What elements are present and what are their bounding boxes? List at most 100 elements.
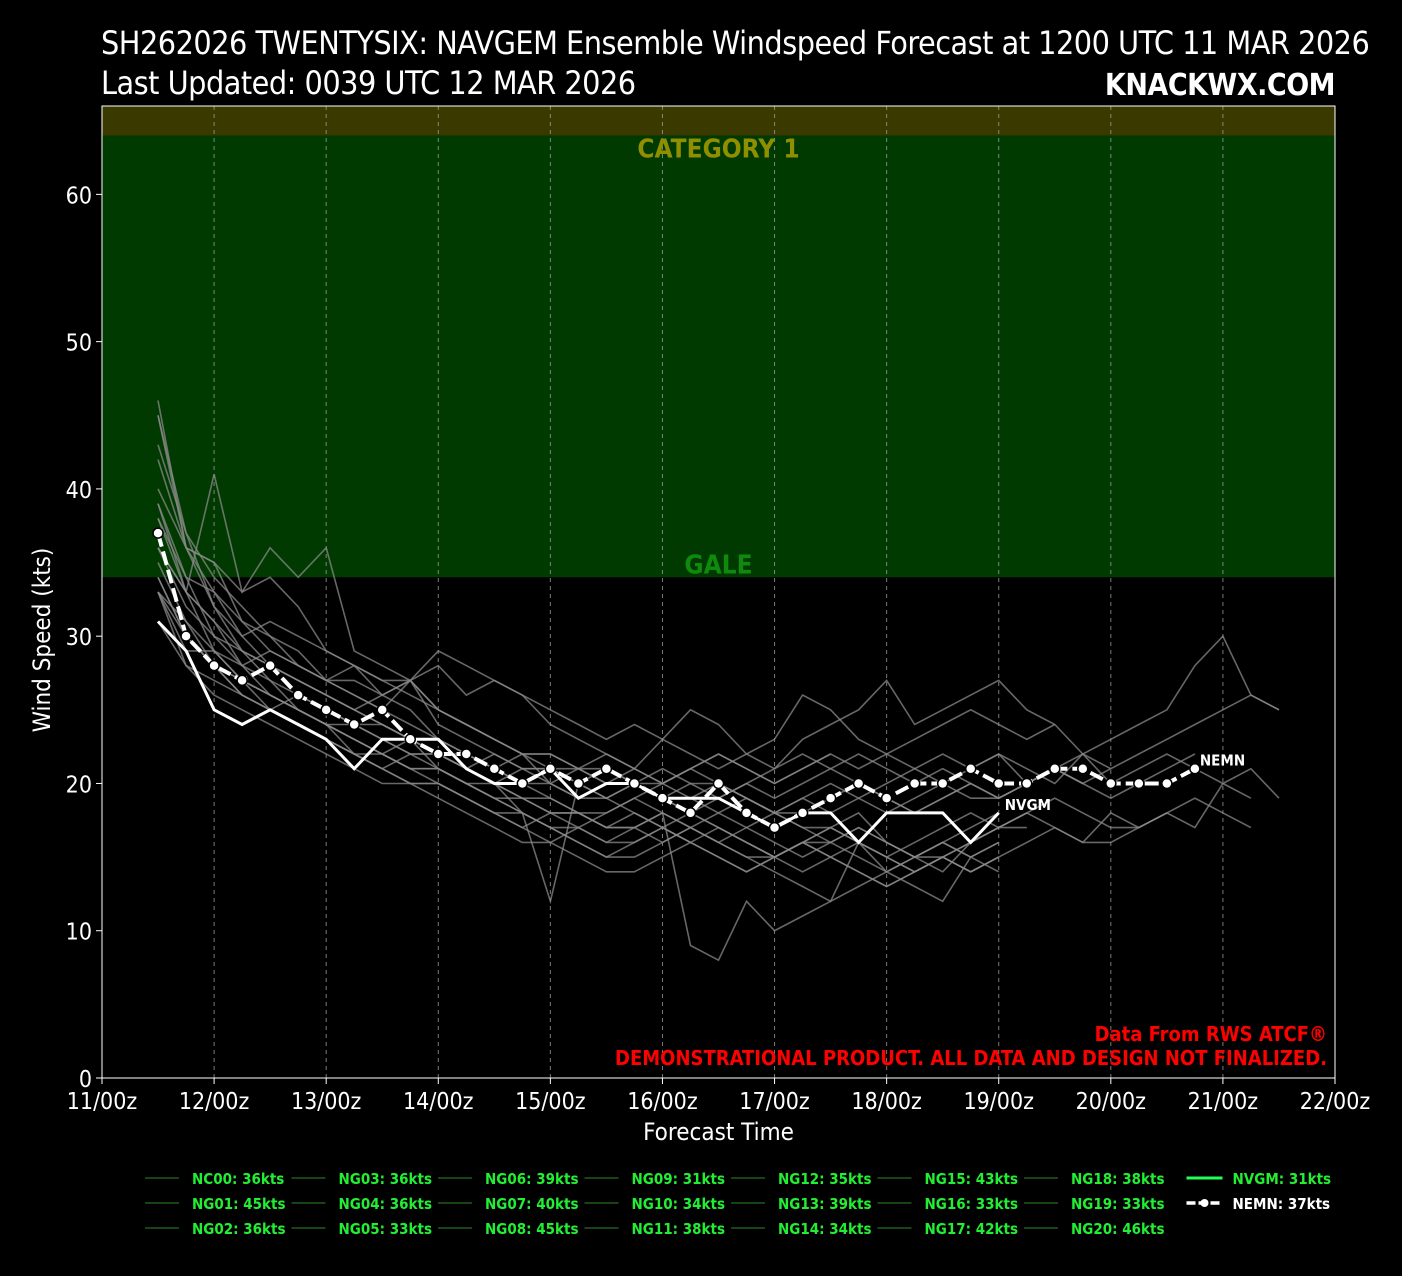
nemn-end-label: NEMN	[1200, 752, 1245, 770]
x-axis-ticks: 11/00z 12/00z 13/00z 14/00z 15/00z 16/00z 17/0…	[67, 1078, 1370, 1115]
nemn-point	[516, 777, 529, 790]
legend-label: NG18: 38kts	[1071, 1170, 1164, 1188]
y-tick-label: 20	[66, 772, 92, 798]
member-line-13	[157, 503, 1056, 770]
y-tick-label: 40	[66, 478, 92, 504]
x-tick-label: 22/00z	[1300, 1089, 1370, 1115]
band-category-1	[102, 106, 1335, 136]
nemn-point	[1189, 762, 1201, 775]
nemn-point	[852, 777, 865, 790]
legend-label: NG03: 36kts	[339, 1170, 432, 1188]
nemn-point	[1105, 777, 1117, 790]
legend-label: NG15: 43kts	[925, 1170, 1018, 1188]
legend-label: NG08: 45kts	[485, 1220, 578, 1238]
nemn-point	[292, 689, 304, 701]
legend-label: NEMN: 37kts	[1233, 1195, 1331, 1213]
nvgm-nemn-lines	[152, 527, 1201, 845]
legend-label: NG13: 39kts	[778, 1195, 871, 1213]
nemn-point	[460, 748, 473, 760]
nemn-point	[236, 674, 248, 687]
nemn-point	[432, 748, 445, 760]
nemn-point	[320, 704, 332, 716]
member-line-3	[157, 547, 1000, 873]
band-label-gale: GALE	[684, 550, 752, 580]
nemn-point	[572, 777, 585, 790]
x-tick-label: 17/00z	[739, 1089, 809, 1115]
member-line-12	[157, 562, 831, 814]
nemn-point	[656, 792, 669, 804]
y-tick-label: 10	[66, 920, 92, 946]
nemn-point	[684, 807, 697, 819]
nemn-point	[1133, 777, 1145, 790]
nvgm-end-label: NVGM	[1005, 796, 1051, 814]
x-tick-label: 16/00z	[627, 1089, 697, 1115]
legend-label: NG14: 34kts	[778, 1220, 871, 1238]
nemn-point	[348, 718, 360, 731]
legend-label: NG12: 35kts	[778, 1170, 871, 1188]
x-tick-label: 15/00z	[515, 1089, 585, 1115]
nemn-point	[992, 777, 1005, 790]
y-tick-label: 0	[79, 1067, 92, 1093]
legend-label: NG17: 42kts	[925, 1220, 1018, 1238]
nemn-point	[740, 807, 753, 819]
legend-label: NC00: 36kts	[192, 1170, 284, 1188]
x-tick-label: 19/00z	[963, 1089, 1033, 1115]
data-source-note: Data From RWS ATCF®	[1095, 1022, 1327, 1046]
legend-label: NG09: 31kts	[632, 1170, 725, 1188]
legend-label: NG01: 45kts	[192, 1195, 285, 1213]
legend: NC00: 36kts NG01: 45kts NG02: 36kts NG03: 3…	[145, 1170, 1331, 1238]
nemn-point	[488, 762, 501, 775]
member-line-18	[157, 518, 1027, 888]
nemn-point	[936, 777, 949, 790]
nemn-point	[1049, 762, 1061, 775]
legend-label: NG04: 36kts	[339, 1195, 432, 1213]
plot-frame	[101, 105, 1336, 1079]
legend-label: NG06: 39kts	[485, 1170, 578, 1188]
nemn-point	[964, 762, 977, 775]
series-end-labels: NEMN NVGM	[1005, 752, 1245, 814]
nemn-point	[628, 777, 641, 790]
nemn-point	[180, 630, 192, 642]
legend-label: NG02: 36kts	[192, 1220, 285, 1238]
nemn-point	[404, 733, 416, 746]
y-tick-label: 60	[66, 183, 92, 209]
x-tick-label: 14/00z	[403, 1089, 473, 1115]
last-updated: Last Updated: 0039 UTC 12 MAR 2026	[101, 64, 636, 102]
x-tick-label: 13/00z	[291, 1089, 361, 1115]
legend-label: NG11: 38kts	[632, 1220, 725, 1238]
member-line-9	[157, 621, 691, 844]
nemn-point	[824, 792, 837, 804]
member-line-20	[157, 400, 972, 905]
legend-label: NVGM: 31kts	[1233, 1170, 1332, 1188]
y-axis-title: Wind Speed (kts)	[28, 548, 56, 733]
nemn-point	[1161, 777, 1173, 790]
nemn-point	[880, 792, 893, 804]
y-tick-label: 50	[66, 331, 92, 357]
legend-label: NG05: 33kts	[339, 1220, 432, 1238]
x-tick-label: 20/00z	[1076, 1089, 1146, 1115]
nvgm-line	[156, 620, 1000, 845]
vertical-gridlines	[213, 106, 1224, 1078]
band-label-category-1: CATEGORY 1	[637, 134, 799, 164]
x-tick-label: 18/00z	[851, 1089, 921, 1115]
member-line-17	[157, 459, 1112, 770]
nemn-point	[544, 762, 557, 775]
brand-logo-text: KNACKWX.COM	[1104, 68, 1336, 103]
y-axis-ticks: 0 10 20 30 40 50 60	[66, 183, 102, 1093]
nemn-point	[264, 659, 276, 672]
nemn-line	[156, 532, 1196, 830]
band-gale	[102, 135, 1335, 578]
nemn-point	[1021, 777, 1033, 790]
nemn-point	[908, 777, 921, 790]
nemn-point	[152, 527, 164, 539]
x-axis-title: Forecast Time	[643, 1118, 794, 1146]
legend-label: NG19: 33kts	[1071, 1195, 1164, 1213]
legend-swatch-nemn-dot	[1200, 1199, 1209, 1207]
x-tick-label: 11/00z	[67, 1089, 137, 1115]
nemn-point	[208, 659, 220, 672]
legend-label: NG10: 34kts	[632, 1195, 725, 1213]
nemn-point	[712, 777, 725, 790]
disclaimer-note: DEMONSTRATIONAL PRODUCT. ALL DATA AND DE…	[615, 1046, 1327, 1070]
legend-label: NG07: 40kts	[485, 1195, 578, 1213]
legend-label: NG20: 46kts	[1071, 1220, 1164, 1238]
